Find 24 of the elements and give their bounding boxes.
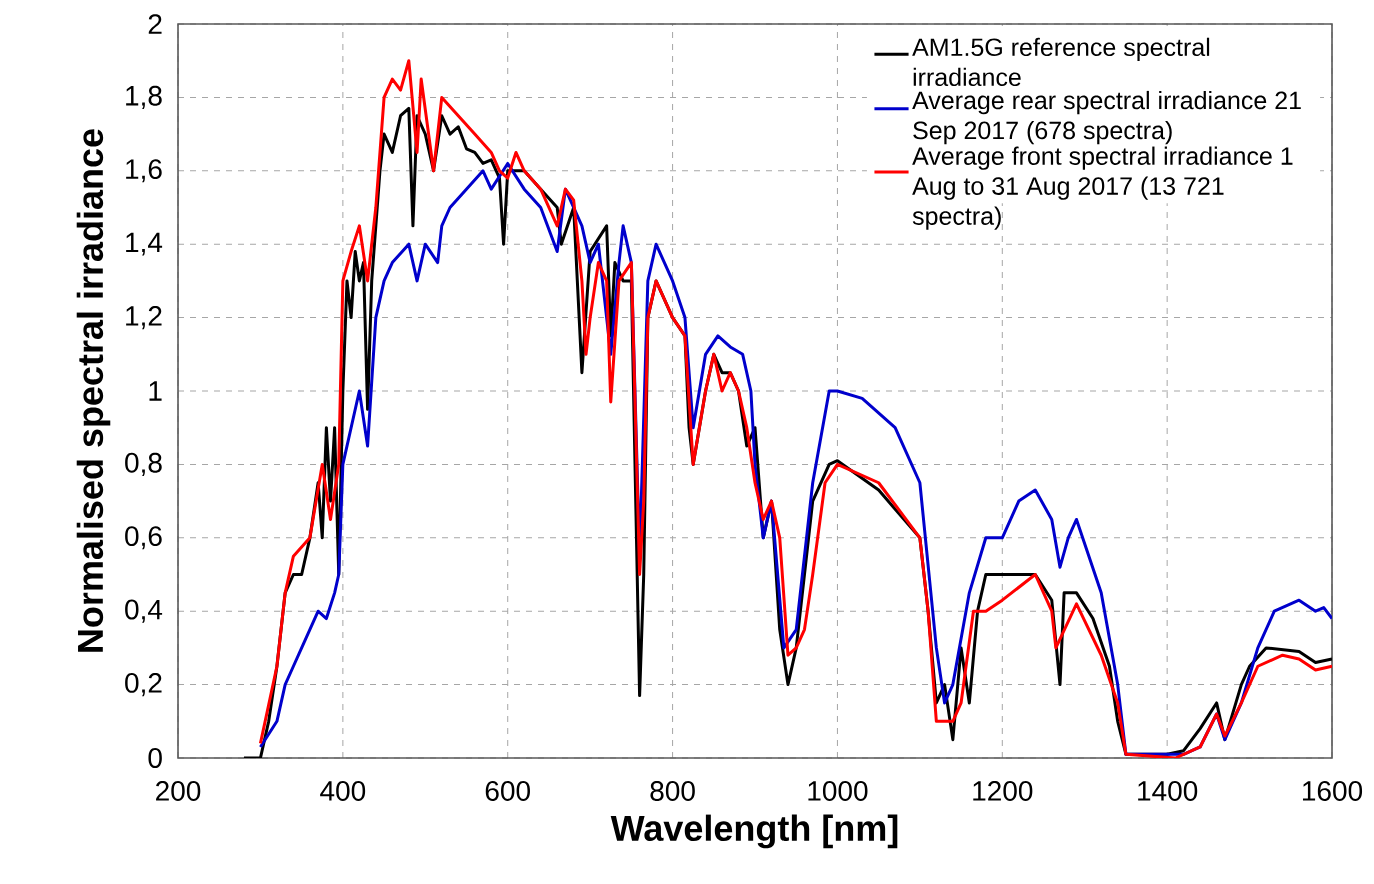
y-tick-label: 1,4 bbox=[126, 232, 163, 256]
y-tick-label: 2 bbox=[148, 14, 162, 34]
y-tick-label: 0 bbox=[148, 748, 162, 768]
legend-label: AM1.5G reference spectral irradiance bbox=[912, 37, 1210, 87]
y-axis-title: Normalised spectral irradiance bbox=[76, 129, 111, 652]
x-tick-label: 800 bbox=[650, 781, 695, 801]
y-tick-label: 1,2 bbox=[126, 306, 162, 330]
x-tick-label: 400 bbox=[320, 781, 366, 801]
x-axis-title: Wavelength [nm] bbox=[610, 814, 898, 849]
y-tick-label: 1 bbox=[149, 381, 162, 401]
x-tick-label: 1600 bbox=[1303, 781, 1363, 801]
y-tick-label: 0,8 bbox=[125, 452, 162, 476]
x-tick-label: 1200 bbox=[973, 781, 1033, 801]
legend-label: Average rear spectral irradiance 21 Sep 2017 (678 spectra) bbox=[912, 90, 1301, 145]
y-tick-label: 1,8 bbox=[126, 85, 162, 109]
x-tick-label: 600 bbox=[485, 781, 530, 801]
y-tick-label: 0,2 bbox=[125, 673, 162, 697]
y-tick-label: 0,6 bbox=[125, 526, 162, 550]
x-tick-label: 1000 bbox=[808, 781, 868, 801]
x-tick-label: 200 bbox=[156, 781, 201, 801]
x-tick-label: 1400 bbox=[1138, 781, 1198, 801]
legend-label: Average front spectral irradiance 1 Aug to 31 Aug 2017 (13 721 spectra) bbox=[912, 146, 1293, 230]
y-tick-label: 1,6 bbox=[126, 159, 162, 183]
y-tick-label: 0,4 bbox=[125, 599, 163, 623]
